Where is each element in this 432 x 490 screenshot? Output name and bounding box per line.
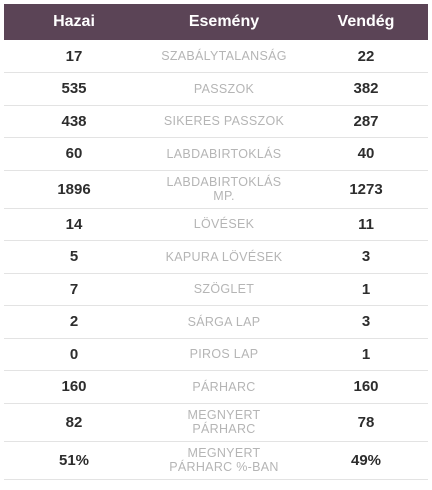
home-value: 14 — [4, 208, 144, 241]
home-value: 5 — [4, 240, 144, 274]
table-row: 82 MEGNYERT PÁRHARC 78 — [4, 403, 428, 442]
table-row: 0 PIROS LAP 1 — [4, 338, 428, 371]
event-label: KAPURA LÖVÉSEK — [144, 240, 304, 274]
table-row: 14 LÖVÉSEK 11 — [4, 208, 428, 241]
table-row: 1896 LABDABIRTOKLÁS MP. 1273 — [4, 170, 428, 209]
event-label-line: SIKERES PASSZOK — [163, 114, 285, 129]
table-row: 2 SÁRGA LAP 3 — [4, 305, 428, 339]
table-row: 17 SZABÁLYTALANSÁG 22 — [4, 40, 428, 73]
event-label-line: LABDABIRTOKLÁS — [166, 175, 282, 189]
event-label-line: PÁRHARC — [192, 422, 256, 436]
event-label-line: KAPURA LÖVÉSEK — [165, 249, 283, 264]
away-value: 382 — [304, 72, 428, 106]
home-value: 160 — [4, 370, 144, 404]
home-value: 60 — [4, 137, 144, 171]
event-label: MEGNYERT PÁRHARC — [144, 403, 304, 442]
table-row: 535 PASSZOK 382 — [4, 72, 428, 106]
away-value: 1 — [304, 273, 428, 306]
away-value: 49% — [304, 441, 428, 480]
away-value: 22 — [304, 40, 428, 73]
event-label: LABDABIRTOKLÁS MP. — [144, 170, 304, 209]
away-value: 160 — [304, 370, 428, 404]
home-value: 1896 — [4, 170, 144, 209]
home-value: 0 — [4, 338, 144, 371]
away-value: 1273 — [304, 170, 428, 209]
home-value: 7 — [4, 273, 144, 306]
event-label: LABDABIRTOKLÁS — [144, 137, 304, 171]
match-stats-table: Hazai Esemény Vendég 17 SZABÁLYTALANSÁG 22… — [4, 4, 428, 480]
event-label-line: SZABÁLYTALANSÁG — [161, 49, 287, 63]
event-label: PASSZOK — [144, 72, 304, 106]
home-value: 535 — [4, 72, 144, 106]
away-value: 78 — [304, 403, 428, 442]
event-label-line: SZÖGLET — [193, 282, 255, 297]
event-label-line: PÁRHARC %-BAN — [169, 460, 279, 474]
home-value: 17 — [4, 40, 144, 73]
event-label: SIKERES PASSZOK — [144, 105, 304, 138]
away-value: 3 — [304, 240, 428, 274]
table-row: 5 KAPURA LÖVÉSEK 3 — [4, 240, 428, 274]
event-label: SZÖGLET — [144, 273, 304, 306]
header-away: Vendég — [337, 13, 395, 30]
home-value: 51% — [4, 441, 144, 480]
table-header-row: Hazai Esemény Vendég — [4, 4, 428, 40]
home-value: 82 — [4, 403, 144, 442]
event-label-line: PÁRHARC — [192, 379, 256, 394]
away-value: 40 — [304, 137, 428, 171]
event-label: PIROS LAP — [144, 338, 304, 371]
away-value: 287 — [304, 105, 428, 138]
event-label-line: SÁRGA LAP — [187, 314, 261, 329]
table-row: 51% MEGNYERT PÁRHARC %-BAN 49% — [4, 441, 428, 480]
table-row: 60 LABDABIRTOKLÁS 40 — [4, 137, 428, 171]
table-body: 17 SZABÁLYTALANSÁG 22 535 PASSZOK 382 438 SIKER… — [4, 40, 428, 480]
home-value: 438 — [4, 105, 144, 138]
event-label: LÖVÉSEK — [144, 208, 304, 241]
event-label: PÁRHARC — [144, 370, 304, 404]
event-label-line: MEGNYERT — [187, 408, 261, 422]
header-home: Hazai — [53, 13, 95, 30]
event-label-line: LÖVÉSEK — [193, 217, 255, 232]
event-label-line: MEGNYERT — [187, 446, 261, 460]
away-value: 1 — [304, 338, 428, 371]
header-event: Esemény — [188, 13, 260, 30]
away-value: 3 — [304, 305, 428, 339]
event-label-line: PASSZOK — [193, 81, 255, 96]
event-label-line: PIROS LAP — [189, 347, 259, 362]
event-label-line: LABDABIRTOKLÁS — [166, 146, 282, 161]
event-label: SÁRGA LAP — [144, 305, 304, 339]
event-label-line: MP. — [213, 189, 235, 203]
event-label: SZABÁLYTALANSÁG — [144, 40, 304, 73]
away-value: 11 — [304, 208, 428, 241]
home-value: 2 — [4, 305, 144, 339]
event-label: MEGNYERT PÁRHARC %-BAN — [144, 441, 304, 480]
table-row: 160 PÁRHARC 160 — [4, 370, 428, 404]
table-row: 7 SZÖGLET 1 — [4, 273, 428, 306]
table-row: 438 SIKERES PASSZOK 287 — [4, 105, 428, 138]
